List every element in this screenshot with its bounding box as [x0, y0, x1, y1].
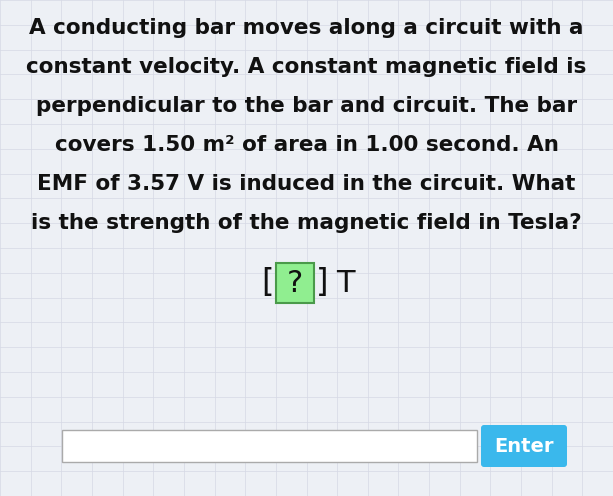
Text: perpendicular to the bar and circuit. The bar: perpendicular to the bar and circuit. Th…	[36, 96, 577, 116]
Text: covers 1.50 m² of area in 1.00 second. An: covers 1.50 m² of area in 1.00 second. A…	[55, 135, 558, 155]
FancyBboxPatch shape	[62, 430, 477, 462]
Text: ]: ]	[316, 267, 329, 299]
Text: T: T	[336, 268, 354, 298]
Text: A conducting bar moves along a circuit with a: A conducting bar moves along a circuit w…	[29, 18, 584, 38]
Text: is the strength of the magnetic field in Tesla?: is the strength of the magnetic field in…	[31, 213, 582, 233]
FancyBboxPatch shape	[481, 425, 567, 467]
Text: constant velocity. A constant magnetic field is: constant velocity. A constant magnetic f…	[26, 57, 587, 77]
Text: ?: ?	[287, 268, 303, 298]
Text: [: [	[262, 267, 274, 299]
Text: EMF of 3.57 V is induced in the circuit. What: EMF of 3.57 V is induced in the circuit.…	[37, 174, 576, 194]
FancyBboxPatch shape	[276, 263, 314, 303]
Text: Enter: Enter	[494, 436, 554, 455]
